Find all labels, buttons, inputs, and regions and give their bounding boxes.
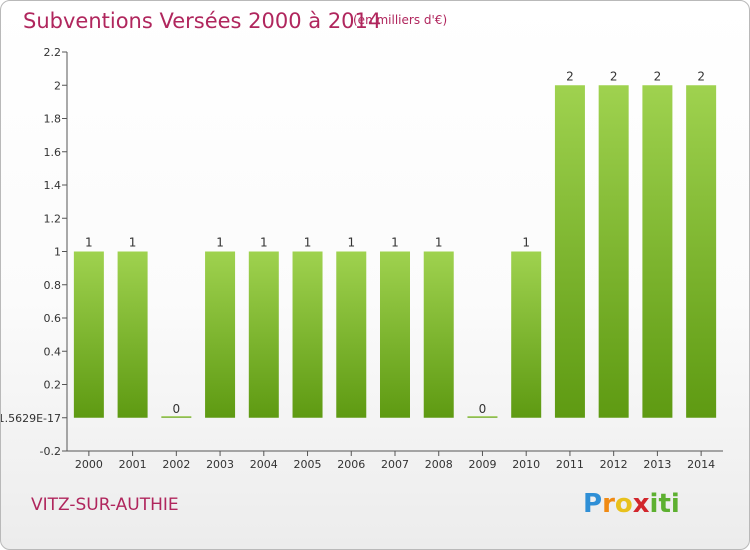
y-tick-label: 2 xyxy=(54,79,61,92)
bar-value-label: 1 xyxy=(129,236,137,250)
x-tick-label: 2001 xyxy=(119,458,147,471)
bar-value-label: 2 xyxy=(654,69,662,83)
chart-subtitle: (en milliers d'€) xyxy=(353,13,448,27)
x-tick-label: 2002 xyxy=(162,458,190,471)
x-tick-label: 2014 xyxy=(687,458,715,471)
bar xyxy=(642,85,673,418)
bar-value-label: 1 xyxy=(85,236,93,250)
proxiti-logo: Proxiti xyxy=(583,489,680,519)
x-tick-label: 2000 xyxy=(75,458,103,471)
bar-value-label: 2 xyxy=(610,69,618,83)
bar-value-label: 1 xyxy=(304,236,312,250)
bar-value-label: 1 xyxy=(435,236,443,250)
bar xyxy=(467,416,498,418)
bar xyxy=(380,251,410,418)
x-tick-label: 2006 xyxy=(337,458,365,471)
bar xyxy=(292,251,323,418)
x-tick-label: 2003 xyxy=(206,458,234,471)
commune-name: VITZ-SUR-AUTHIE xyxy=(31,495,179,515)
bar-value-label: 1 xyxy=(216,236,224,250)
x-tick-label: 2005 xyxy=(294,458,322,471)
bar xyxy=(423,251,454,418)
bar-value-label: 1 xyxy=(260,236,268,250)
x-tick-label: 2012 xyxy=(600,458,628,471)
y-tick-label: 1.4 xyxy=(44,179,62,192)
bar xyxy=(554,85,585,418)
y-tick-label: -1.5629E-17 xyxy=(1,412,61,425)
x-tick-label: 2010 xyxy=(512,458,540,471)
y-tick-label: 1.8 xyxy=(44,113,62,126)
bar xyxy=(73,251,104,418)
x-tick-label: 2004 xyxy=(250,458,278,471)
bar-value-label: 2 xyxy=(566,69,574,83)
chart-title: Subventions Versées 2000 à 2014 xyxy=(23,9,382,33)
bar xyxy=(248,251,279,418)
y-tick-label: 0.6 xyxy=(44,312,62,325)
bar-value-label: 1 xyxy=(522,236,530,250)
bar xyxy=(117,251,148,418)
x-tick-label: 2013 xyxy=(643,458,671,471)
y-tick-label: 1 xyxy=(54,246,61,259)
bar-value-label: 0 xyxy=(173,402,181,416)
bar-value-label: 1 xyxy=(347,236,355,250)
bar xyxy=(161,416,192,418)
bar xyxy=(686,85,717,418)
bar-value-label: 1 xyxy=(391,236,399,250)
y-tick-label: 2.2 xyxy=(44,46,62,59)
y-tick-label: 1.2 xyxy=(44,212,62,225)
y-tick-label: 1.6 xyxy=(44,146,62,159)
x-tick-label: 2007 xyxy=(381,458,409,471)
bar-value-label: 0 xyxy=(479,402,487,416)
bar-value-label: 2 xyxy=(697,69,705,83)
y-tick-label: -0.2 xyxy=(40,445,61,458)
x-tick-label: 2008 xyxy=(425,458,453,471)
y-tick-label: 0.2 xyxy=(44,379,62,392)
bar xyxy=(511,251,542,418)
x-tick-label: 2011 xyxy=(556,458,584,471)
bar xyxy=(336,251,367,418)
bar xyxy=(598,85,629,418)
bar xyxy=(205,251,236,418)
y-tick-label: 0.4 xyxy=(44,345,62,358)
x-tick-label: 2009 xyxy=(468,458,496,471)
y-tick-label: 0.8 xyxy=(44,279,62,292)
